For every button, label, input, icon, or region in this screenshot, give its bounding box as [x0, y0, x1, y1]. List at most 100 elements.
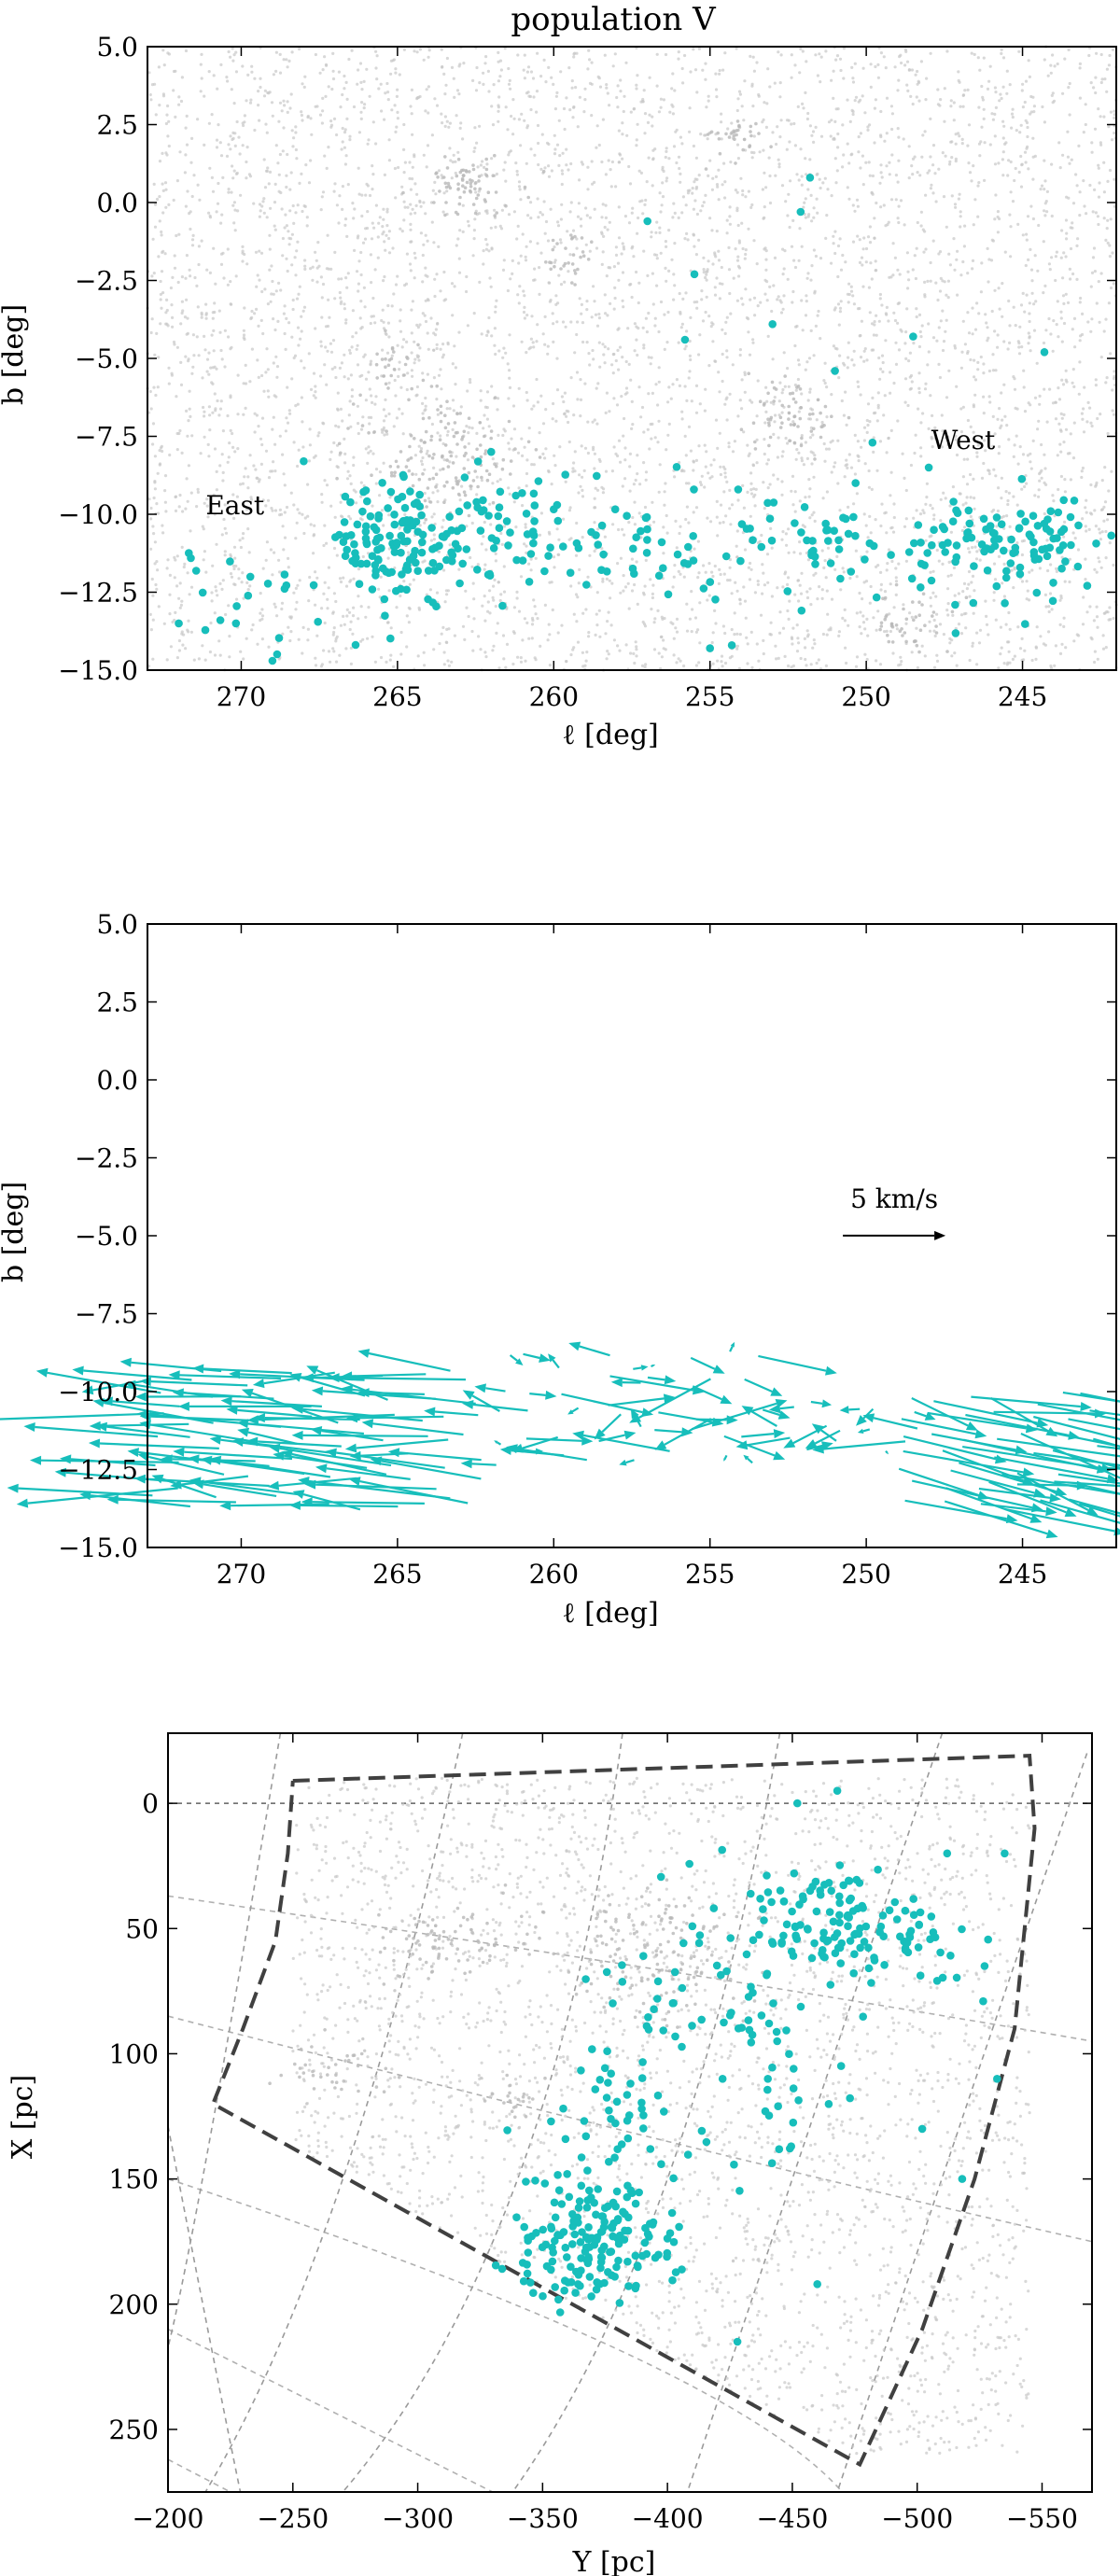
background-star	[332, 546, 337, 551]
background-star	[674, 626, 678, 630]
background-star	[768, 174, 772, 178]
background-star	[218, 330, 222, 334]
background-star	[830, 597, 834, 601]
background-star	[1054, 417, 1058, 421]
background-star	[832, 234, 835, 238]
background-star	[1012, 586, 1015, 590]
background-star	[153, 562, 157, 566]
background-star	[249, 497, 254, 501]
background-star	[410, 112, 413, 116]
background-star	[1020, 163, 1024, 167]
background-star	[651, 124, 654, 128]
background-star	[243, 114, 246, 118]
background-star	[919, 421, 923, 425]
background-star	[1020, 539, 1024, 543]
background-star	[718, 390, 721, 394]
background-star	[413, 211, 417, 215]
background-star	[578, 567, 581, 572]
background-star	[371, 504, 374, 508]
background-star	[387, 589, 391, 593]
background-star	[946, 587, 950, 591]
background-star	[537, 141, 540, 146]
background-star	[940, 413, 944, 417]
background-star	[1037, 488, 1041, 492]
background-star	[692, 232, 695, 236]
background-star	[483, 209, 488, 213]
background-star	[965, 496, 969, 499]
background-star	[709, 520, 713, 524]
background-star	[1043, 511, 1046, 516]
background-star	[544, 219, 549, 224]
background-star	[450, 65, 455, 69]
background-star	[776, 455, 780, 459]
background-star	[630, 427, 634, 430]
background-star	[548, 664, 553, 667]
background-star	[367, 445, 371, 449]
background-star	[385, 224, 389, 228]
background-star	[381, 225, 385, 229]
background-star	[283, 483, 287, 487]
background-star	[595, 386, 598, 390]
background-star	[548, 581, 552, 584]
background-star	[958, 192, 961, 196]
background-star	[580, 312, 583, 315]
background-star	[387, 159, 391, 162]
background-star	[410, 88, 413, 91]
background-star	[647, 356, 651, 359]
background-star	[932, 517, 936, 521]
background-star	[335, 133, 339, 137]
background-star	[1044, 200, 1048, 203]
background-star	[273, 469, 277, 473]
background-star	[483, 520, 486, 525]
background-star	[382, 207, 385, 211]
background-star	[675, 630, 679, 634]
background-star	[526, 91, 530, 94]
background-star	[933, 634, 937, 638]
background-star	[473, 217, 477, 221]
background-star	[524, 525, 527, 529]
background-star	[400, 412, 404, 415]
background-star	[231, 564, 235, 568]
background-star	[922, 250, 926, 254]
background-star	[443, 600, 447, 604]
background-star	[334, 599, 338, 604]
background-star	[782, 351, 786, 355]
background-star	[605, 391, 609, 395]
background-star	[772, 284, 776, 287]
background-star	[641, 326, 645, 329]
background-star	[779, 301, 783, 304]
background-star	[909, 386, 914, 390]
background-star	[770, 309, 774, 314]
background-star	[426, 144, 430, 147]
background-star	[383, 173, 386, 176]
background-star	[161, 250, 164, 255]
background-star	[490, 105, 494, 108]
background-star	[662, 552, 665, 555]
background-star	[1023, 484, 1027, 489]
background-star	[294, 131, 298, 134]
background-star	[1062, 616, 1066, 620]
background-star	[359, 605, 363, 609]
background-star	[1022, 369, 1026, 372]
background-star	[590, 61, 594, 64]
background-star	[1006, 498, 1010, 503]
background-star	[475, 475, 479, 479]
background-star	[943, 87, 946, 91]
background-star	[1042, 240, 1045, 244]
background-star	[916, 665, 920, 670]
background-star	[486, 330, 490, 334]
background-star	[207, 351, 211, 355]
background-star	[633, 349, 637, 353]
background-star	[749, 150, 754, 154]
background-star	[220, 357, 224, 361]
background-star	[960, 142, 964, 146]
background-star	[448, 543, 452, 547]
background-star	[971, 641, 974, 645]
background-star	[413, 182, 417, 186]
background-star	[741, 483, 745, 488]
background-star	[1098, 560, 1101, 564]
background-star	[203, 334, 206, 338]
background-star	[583, 664, 587, 667]
background-star	[343, 353, 346, 357]
background-star	[971, 259, 975, 262]
